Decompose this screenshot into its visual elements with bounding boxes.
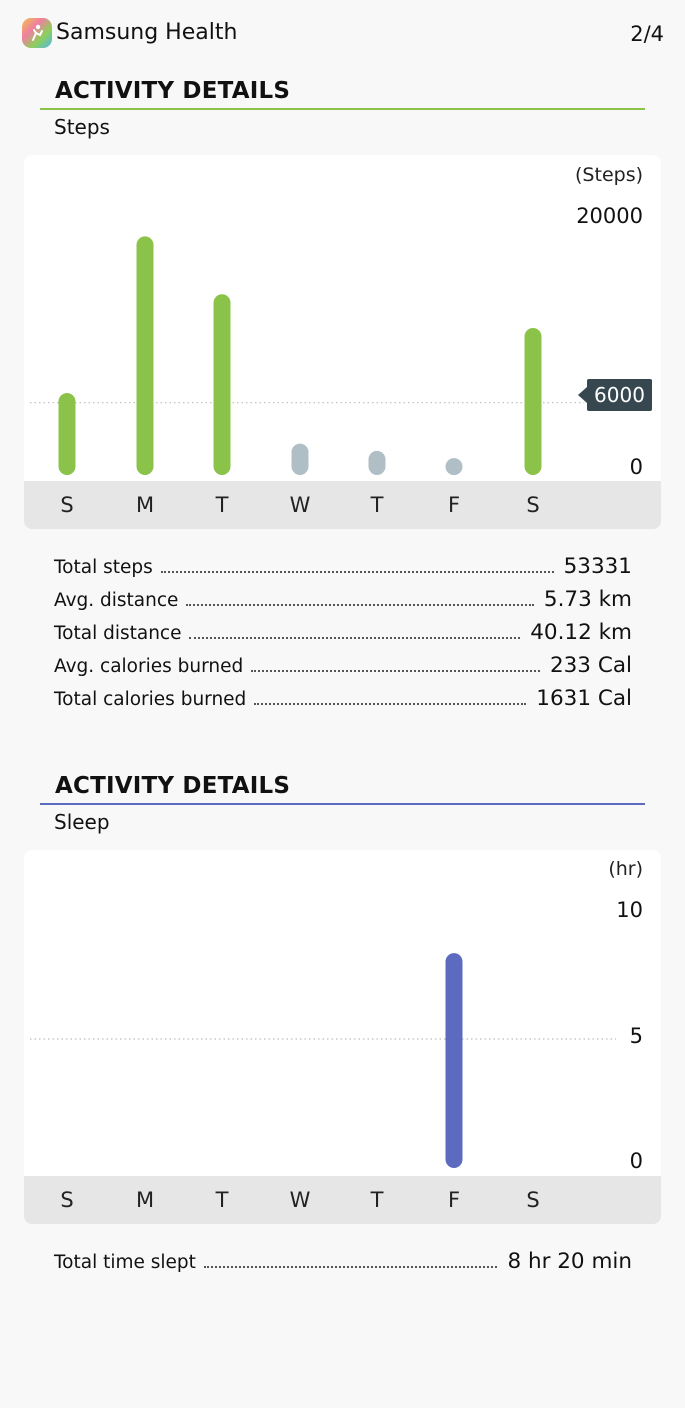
steps-bar-1 [136,236,154,475]
day-label: W [289,1188,311,1212]
steps-bar-2 [213,294,231,475]
day-label: W [289,493,311,517]
stat-leader-dots [186,592,534,606]
stat-leader-dots [160,559,554,573]
day-label: S [60,493,74,517]
sleep-bar-chart [30,953,616,1168]
samsung-health-logo-icon [22,18,52,48]
stat-row: Total distance 40.12 km [54,620,632,648]
sleep-chart-card: (hr) 10 5 0 S M T W T F S [24,850,661,1224]
steps-bar-0 [58,393,76,475]
day-label: T [215,1188,229,1212]
stat-leader-dots [203,1254,498,1268]
steps-goal-badge: 6000 [578,379,652,411]
stat-label: Avg. distance [54,590,179,611]
steps-bar-3 [291,443,309,475]
sleep-section-title: ACTIVITY DETAILS [55,773,291,799]
stat-value: 8 hr 20 min [507,1249,632,1274]
stat-leader-dots [254,691,527,705]
stat-value: 1631 Cal [536,686,632,711]
day-label: M [135,493,155,517]
steps-unit-label: (Steps) [575,164,643,186]
day-label: F [447,1188,461,1212]
sleep-axis-mid-label: 5 [629,1024,643,1048]
stat-value: 53331 [563,554,632,579]
steps-section-subtitle: Steps [54,115,110,139]
stat-value: 5.73 km [543,587,632,612]
day-label: T [370,493,384,517]
stat-row: Total time slept 8 hr 20 min [54,1249,632,1277]
stat-leader-dots [251,658,540,672]
day-label: M [135,1188,155,1212]
day-label: T [370,1188,384,1212]
stat-label: Total steps [54,557,153,578]
day-label: S [60,1188,74,1212]
stat-row: Total calories burned 1631 Cal [54,686,632,714]
day-label: F [447,493,461,517]
sleep-section-subtitle: Sleep [54,810,110,834]
stat-leader-dots [189,625,521,639]
day-label: S [526,1188,540,1212]
day-label: T [215,493,229,517]
sleep-axis-max-label: 10 [616,898,643,922]
sleep-unit-label: (hr) [608,858,643,880]
stat-label: Total time slept [54,1252,196,1273]
stat-value: 233 Cal [549,653,632,678]
stat-label: Total distance [54,623,182,644]
stat-label: Total calories burned [54,689,247,710]
steps-axis-zero-label: 0 [629,455,643,479]
sleep-bar-5 [445,953,463,1168]
page-indicator: 2/4 [630,22,664,46]
stat-value: 40.12 km [530,620,632,645]
stat-row: Avg. calories burned 233 Cal [54,653,632,681]
sleep-axis-zero-label: 0 [629,1149,643,1173]
stat-row: Total steps 53331 [54,554,632,582]
steps-bar-4 [368,450,386,475]
steps-chart-card: (Steps) 20000 0 6000 S M T W T F S [24,155,661,529]
day-label: S [526,493,540,517]
steps-axis-max-label: 20000 [576,204,643,228]
steps-section-title: ACTIVITY DETAILS [55,78,291,104]
stat-label: Avg. calories burned [54,656,244,677]
app-header: Samsung Health 2/4 [0,0,685,70]
steps-bar-6 [524,327,542,475]
steps-section-divider [40,108,645,110]
sleep-section-divider [40,803,645,805]
steps-bar-5 [445,458,463,476]
app-title: Samsung Health [56,20,238,45]
stat-row: Avg. distance 5.73 km [54,587,632,615]
steps-bar-chart [30,236,584,476]
